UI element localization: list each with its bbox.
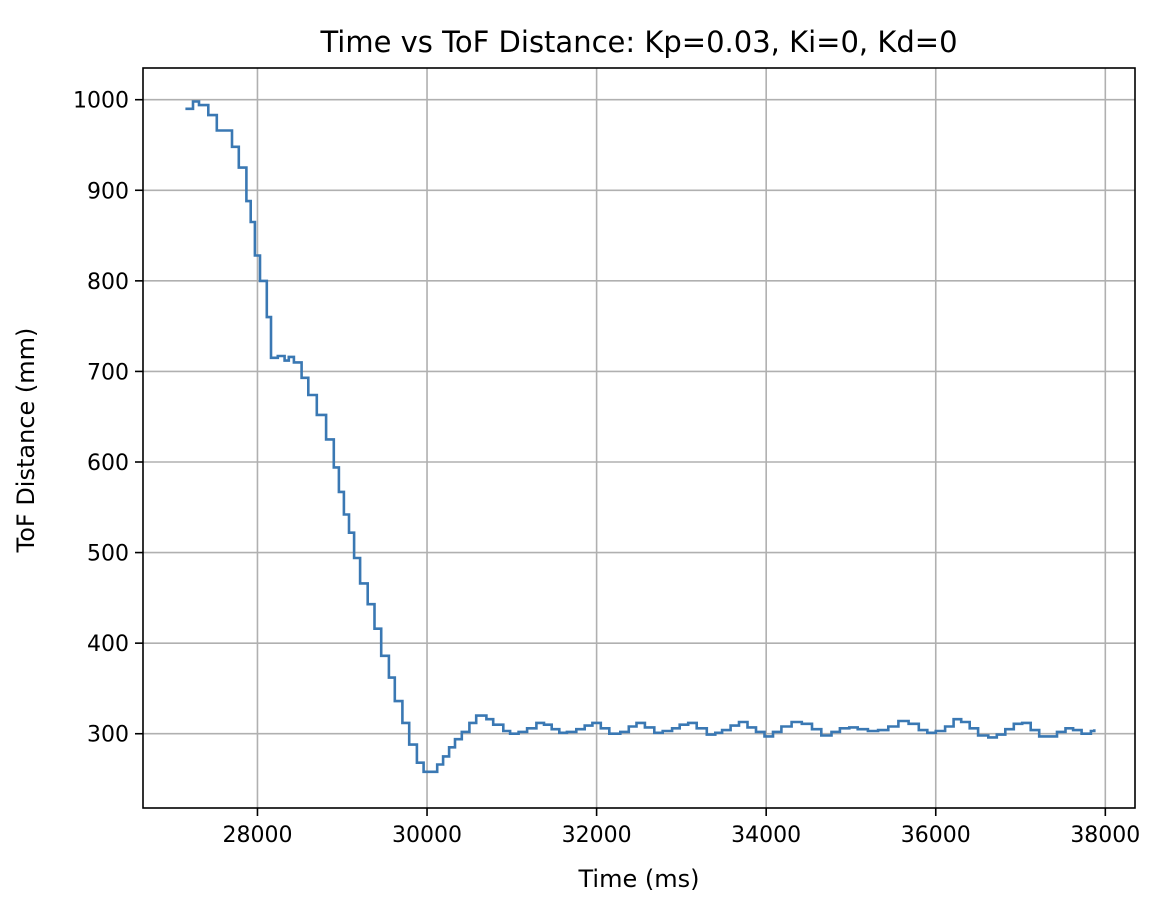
y-tick-label: 600 bbox=[87, 451, 129, 476]
x-tick-label: 34000 bbox=[731, 823, 801, 848]
y-tick-label: 1000 bbox=[73, 89, 129, 114]
y-tick-label: 700 bbox=[87, 360, 129, 385]
series-line-0 bbox=[185, 100, 1096, 774]
y-tick-label: 500 bbox=[87, 542, 129, 567]
x-tick-label: 28000 bbox=[222, 823, 292, 848]
y-tick-label: 300 bbox=[87, 723, 129, 748]
x-tick-label: 36000 bbox=[901, 823, 971, 848]
grid bbox=[143, 68, 1135, 808]
chart-title: Time vs ToF Distance: Kp=0.03, Ki=0, Kd=… bbox=[319, 25, 957, 59]
y-tick-label: 800 bbox=[87, 270, 129, 295]
x-tick-label: 32000 bbox=[562, 823, 632, 848]
tick-layer: 28000 30000 32000 34000 36000 38000 300 400 500 6… bbox=[73, 89, 1140, 848]
x-tick-label: 30000 bbox=[392, 823, 462, 848]
y-axis-label: ToF Distance (mm) bbox=[12, 328, 40, 554]
x-tick-label: 38000 bbox=[1070, 823, 1140, 848]
series-layer bbox=[185, 100, 1096, 774]
x-axis-label: Time (ms) bbox=[578, 865, 700, 893]
y-tick-label: 900 bbox=[87, 179, 129, 204]
plot-frame bbox=[142, 67, 1136, 809]
y-tick-label: 400 bbox=[87, 632, 129, 657]
